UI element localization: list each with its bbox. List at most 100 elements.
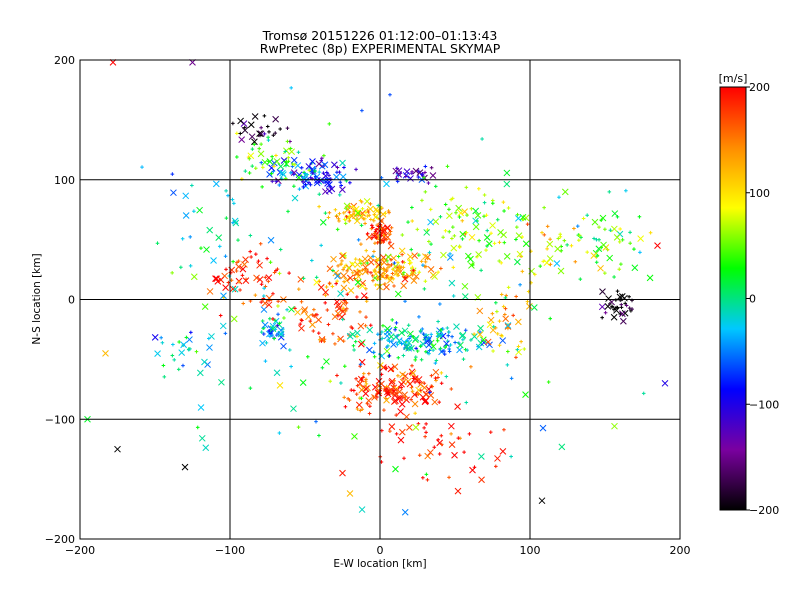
scatter-point [346, 274, 354, 282]
scatter-point [628, 230, 632, 235]
scatter-point [288, 348, 292, 352]
scatter-point [250, 164, 255, 168]
scatter-point [312, 314, 317, 318]
x-tick-label: −200 [65, 544, 95, 557]
scatter-point [491, 349, 495, 353]
scatter-point [403, 174, 408, 179]
scatter-point [619, 302, 624, 307]
scatter-point [420, 198, 424, 203]
scatter-point [459, 230, 467, 238]
scatter-point [259, 339, 266, 347]
scatter-point [334, 281, 338, 286]
scatter-point [223, 254, 228, 259]
scatter-point [358, 362, 363, 367]
scatter-point [397, 408, 404, 415]
scatter-point [268, 334, 272, 339]
scatter-point [272, 336, 277, 341]
scatter-point [424, 452, 432, 460]
scatter-point [443, 228, 448, 233]
scatter-point [377, 271, 385, 279]
scatter-point [342, 217, 347, 222]
scatter-point [264, 341, 269, 345]
scatter-point [373, 283, 378, 287]
scatter-point [515, 347, 520, 352]
scatter-point [256, 261, 263, 269]
scatter-point [514, 258, 521, 266]
scatter-point [363, 221, 367, 226]
scatter-point [358, 506, 366, 513]
scatter-point [461, 293, 469, 300]
scatter-point [257, 146, 262, 151]
scatter-point [561, 188, 569, 196]
scatter-point [184, 335, 189, 340]
scatter-point [497, 240, 502, 245]
scatter-point [423, 164, 428, 169]
scatter-point [637, 214, 642, 219]
scatter-point [361, 255, 369, 263]
scatter-point [195, 425, 200, 430]
scatter-point [265, 294, 273, 302]
scatter-point [533, 272, 537, 277]
scatter-point [358, 310, 362, 314]
scatter-point [365, 214, 370, 218]
scatter-point [327, 210, 332, 215]
scatter-point [359, 242, 363, 246]
scatter-point [283, 160, 290, 168]
scatter-point [397, 340, 402, 344]
scatter-point [320, 365, 325, 370]
scatter-point [311, 329, 316, 333]
scatter-point [343, 309, 348, 313]
scatter-point [347, 204, 352, 208]
scatter-point [238, 131, 243, 136]
scatter-point [265, 301, 273, 309]
scatter-point [504, 322, 512, 329]
scatter-point [383, 237, 387, 241]
scatter-point [388, 423, 396, 430]
scatter-point [261, 299, 269, 307]
scatter-point [398, 380, 405, 388]
scatter-point [296, 425, 301, 429]
scatter-point [206, 344, 213, 351]
scatter-point [265, 256, 269, 261]
scatter-point [448, 441, 456, 448]
scatter-point [271, 133, 276, 138]
scatter-point [326, 181, 333, 188]
scatter-point [383, 283, 390, 291]
chart-title: Tromsø 20151226 01:12:00–01:13:43 [262, 28, 498, 43]
scatter-point [287, 271, 291, 275]
scatter-point [341, 211, 346, 215]
scatter-point [627, 294, 631, 299]
colorbar-tick-label: 200 [749, 81, 770, 94]
scatter-point [238, 136, 246, 144]
scatter-point [541, 259, 546, 264]
scatter-point [437, 400, 442, 404]
scatter-point [317, 337, 322, 342]
scatter-point [335, 227, 340, 232]
scatter-point [317, 192, 322, 197]
scatter-point [323, 293, 328, 298]
scatter-point [285, 126, 290, 130]
scatter-point [235, 131, 239, 136]
scatter-point [519, 339, 523, 344]
scatter-point [452, 234, 457, 238]
scatter-point [392, 388, 396, 393]
scatter-point [491, 201, 495, 206]
scatter-point [283, 147, 290, 155]
y-tick-label: 200 [54, 54, 75, 67]
scatter-point [372, 218, 376, 223]
scatter-point [351, 343, 356, 348]
scatter-point [469, 206, 474, 211]
scatter-point [434, 378, 438, 383]
scatter-point [339, 469, 346, 477]
scatter-point [457, 215, 462, 219]
scatter-point [449, 387, 454, 391]
scatter-point [608, 228, 613, 232]
scatter-point [353, 269, 361, 277]
scatter-point [297, 187, 302, 191]
scatter-point [400, 282, 408, 290]
scatter-point [354, 261, 361, 268]
scatter-point [409, 385, 414, 390]
scatter-point [223, 331, 228, 336]
scatter-point [448, 252, 452, 256]
scatter-point [207, 336, 211, 341]
